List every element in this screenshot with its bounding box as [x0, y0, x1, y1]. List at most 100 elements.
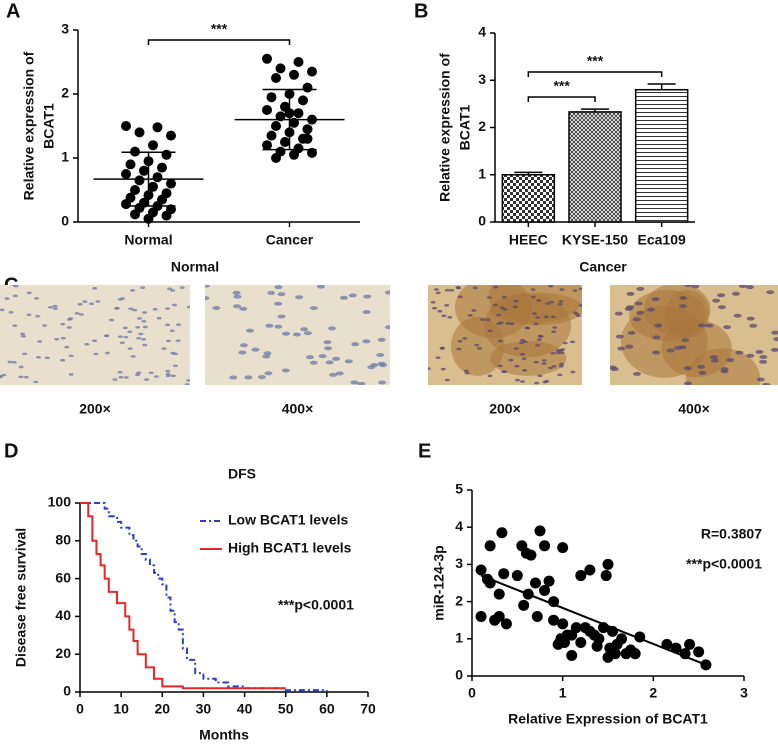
nucleus	[439, 347, 445, 350]
dot	[125, 159, 136, 170]
nucleus	[305, 355, 314, 360]
nucleus	[169, 329, 175, 333]
nucleus	[428, 367, 431, 370]
nucleus	[367, 365, 376, 370]
nucleus	[265, 323, 274, 328]
nucleus	[447, 316, 453, 319]
dot	[518, 599, 530, 611]
nucleus	[350, 380, 359, 385]
nucleus	[377, 337, 386, 342]
nucleus	[18, 375, 24, 379]
nucleus	[244, 375, 253, 380]
micrograph	[0, 285, 190, 385]
nucleus	[238, 350, 247, 355]
dot	[161, 149, 172, 160]
y-tick-label: 2	[478, 118, 486, 134]
nucleus	[533, 360, 539, 364]
nucleus	[377, 361, 386, 366]
y-tick-label: 100	[48, 494, 72, 510]
y-tick-label: 3	[478, 71, 486, 87]
nucleus	[309, 360, 318, 365]
nucleus	[513, 299, 519, 303]
nucleus	[738, 285, 747, 288]
dot	[575, 637, 587, 649]
dot	[539, 584, 551, 596]
nucleus	[19, 332, 25, 336]
y-axis-label: Relative expression of	[21, 51, 37, 200]
nucleus	[48, 305, 54, 309]
group-label: Cancer	[579, 259, 627, 275]
nucleus	[437, 309, 443, 313]
nucleus	[691, 285, 700, 289]
nucleus	[522, 369, 528, 372]
nucleus	[538, 335, 544, 338]
dot	[298, 95, 308, 106]
nucleus	[127, 330, 133, 334]
y-tick-label: 4	[455, 518, 463, 534]
nucleus	[762, 382, 771, 385]
nucleus	[733, 313, 742, 318]
dot	[557, 542, 569, 554]
x-axis-label: Relative Expression of BCAT1	[508, 711, 708, 727]
bar	[568, 111, 622, 223]
micrograph-content	[205, 285, 390, 385]
nucleus	[435, 356, 441, 359]
bar	[501, 174, 556, 223]
nucleus	[165, 369, 171, 373]
nucleus	[766, 290, 775, 295]
nucleus	[95, 300, 101, 303]
dot	[548, 614, 560, 626]
dot	[157, 162, 167, 173]
nucleus	[118, 375, 124, 379]
nucleus	[170, 374, 176, 378]
nucleus	[84, 342, 90, 346]
y-axis-label: BCAT1	[457, 104, 473, 150]
group-label: Normal	[171, 259, 219, 275]
nucleus	[246, 328, 255, 333]
nucleus	[104, 334, 110, 337]
dot	[130, 209, 140, 220]
dot	[271, 153, 281, 163]
nucleus	[93, 352, 99, 356]
nucleus	[520, 352, 526, 356]
nucleus	[636, 286, 645, 291]
micrograph	[428, 285, 582, 385]
nucleus	[60, 336, 66, 340]
nucleus	[66, 326, 72, 329]
nucleus	[559, 351, 565, 355]
nucleus	[123, 335, 129, 339]
nucleus	[0, 308, 5, 312]
nucleus	[521, 357, 527, 360]
nucleus	[36, 355, 42, 359]
nucleus	[229, 375, 238, 380]
nucleus	[471, 309, 477, 312]
nucleus	[717, 305, 726, 310]
dot	[266, 92, 277, 103]
dot	[484, 540, 496, 552]
nucleus	[362, 310, 371, 315]
nucleus	[634, 301, 643, 306]
dot	[661, 638, 673, 650]
nucleus	[20, 335, 26, 338]
nucleus	[12, 324, 18, 327]
nucleus	[303, 331, 312, 336]
nucleus	[54, 337, 60, 341]
nucleus	[332, 356, 341, 361]
nucleus	[205, 296, 210, 301]
nucleus	[120, 297, 126, 300]
nucleus	[127, 347, 133, 350]
dot	[475, 610, 487, 622]
nucleus	[42, 324, 48, 327]
nucleus	[122, 326, 128, 330]
dot	[293, 108, 304, 119]
nucleus	[239, 343, 248, 348]
nucleus	[745, 285, 754, 290]
dot	[143, 213, 154, 224]
nucleus	[651, 297, 660, 302]
nucleus	[684, 285, 693, 288]
tumor-region	[661, 319, 732, 378]
nucleus	[123, 376, 129, 379]
dot	[121, 121, 131, 131]
nucleus	[4, 297, 10, 300]
